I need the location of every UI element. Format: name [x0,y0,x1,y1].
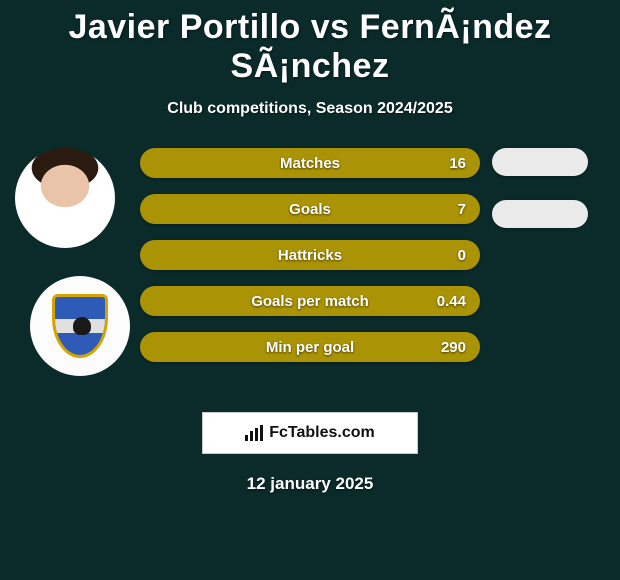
stat-value: 0.44 [437,293,466,310]
stat-label: Min per goal [140,339,480,356]
brand-text: FcTables.com [269,424,375,442]
stat-label: Goals [140,201,480,218]
stat-bar-hattricks: Hattricks 0 [140,240,480,270]
club-crest-icon [52,294,108,358]
player-avatar [15,148,115,248]
page-title: Javier Portillo vs FernÃ¡ndez SÃ¡nchez [0,0,620,86]
stat-bar-matches: Matches 16 [140,148,480,178]
stat-value: 16 [449,155,466,172]
comparison-content: Matches 16 Goals 7 Hattricks 0 Goals per… [0,148,620,398]
opponent-value-bubble [492,148,588,176]
opponent-value-bubble [492,200,588,228]
stat-bar-min-per-goal: Min per goal 290 [140,332,480,362]
stat-bar-goals: Goals 7 [140,194,480,224]
bar-chart-icon [245,425,263,441]
stat-value: 0 [458,247,466,264]
stat-bars: Matches 16 Goals 7 Hattricks 0 Goals per… [140,148,480,378]
club-badge [30,276,130,376]
stat-label: Goals per match [140,293,480,310]
stat-value: 7 [458,201,466,218]
stat-bar-goals-per-match: Goals per match 0.44 [140,286,480,316]
opponent-value-column [492,148,602,252]
stat-value: 290 [441,339,466,356]
page-subtitle: Club competitions, Season 2024/2025 [0,100,620,118]
stat-label: Matches [140,155,480,172]
stat-label: Hattricks [140,247,480,264]
snapshot-date: 12 january 2025 [0,474,620,494]
brand-watermark: FcTables.com [202,412,418,454]
